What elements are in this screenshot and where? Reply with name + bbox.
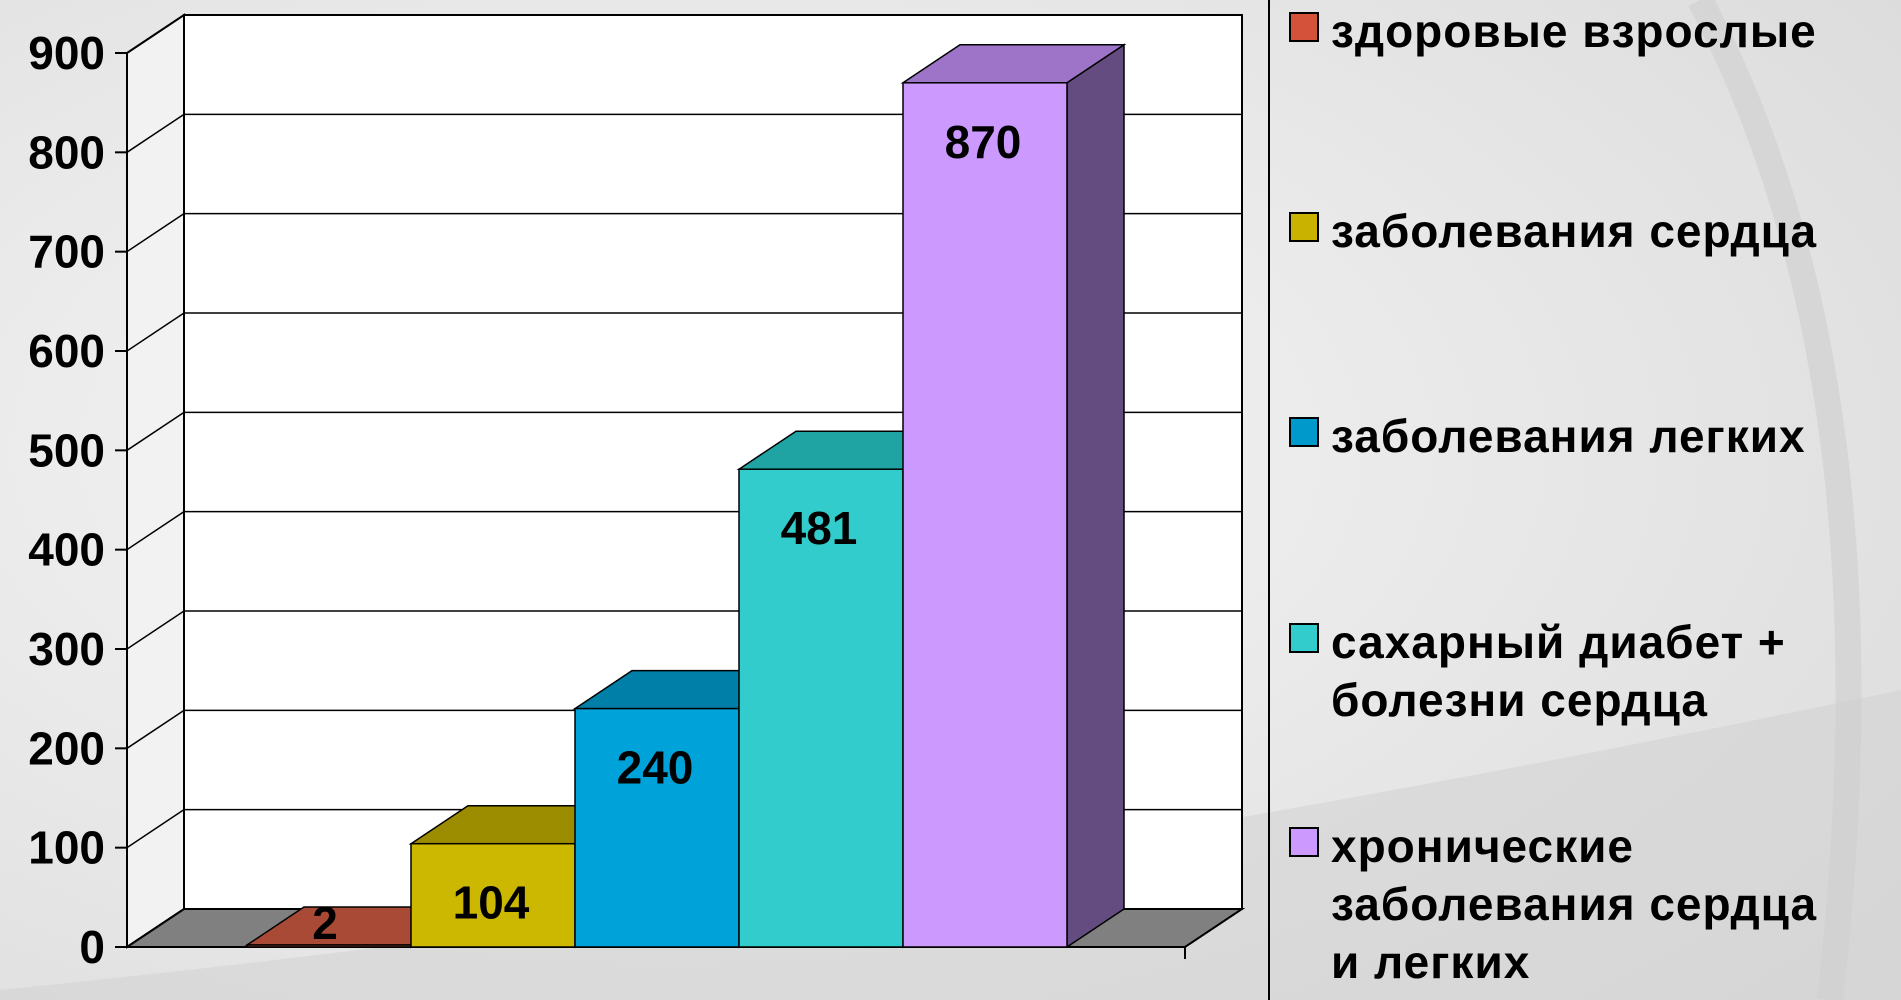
legend-divider <box>1268 0 1270 1000</box>
y-tick-label: 700 <box>28 226 105 278</box>
legend-label: заболевания легких <box>1331 410 1806 462</box>
gridline-diagonal <box>126 411 185 451</box>
legend-item: хронические заболевания сердца и легких <box>1289 817 1817 991</box>
data-label: 481 <box>781 502 858 554</box>
y-tick-label: 900 <box>28 27 105 79</box>
legend-swatch <box>1289 827 1319 857</box>
gridline-diagonal <box>126 113 185 153</box>
legend-item: заболевания легких <box>1289 407 1806 465</box>
data-labels: 2 104 240 481 870 <box>312 116 1021 949</box>
bar-front <box>738 468 904 948</box>
bar-front <box>410 842 576 948</box>
y-tick-label: 800 <box>28 126 105 178</box>
legend-swatch <box>1289 417 1319 447</box>
legend-swatch <box>1289 12 1319 42</box>
gridline-diagonal <box>126 809 185 849</box>
legend-swatch <box>1289 623 1319 653</box>
gridline-diagonal <box>126 312 185 352</box>
legend-label: сахарный диабет + болезни сердца <box>1331 616 1786 726</box>
data-label: 870 <box>945 116 1022 168</box>
gridline-diagonal <box>126 14 185 54</box>
y-tick-label: 300 <box>28 623 105 675</box>
bar-front <box>902 82 1068 948</box>
y-tick-label: 600 <box>28 325 105 377</box>
legend: здоровые взрослые заболевания сердца заб… <box>1289 0 1901 1000</box>
legend-item: здоровые взрослые <box>1289 2 1817 60</box>
gridline-diagonal <box>126 610 185 650</box>
bar-chart: 0 100 200 300 400 500 600 700 800 900 2 104 240 481 8… <box>28 13 1246 973</box>
bar <box>900 43 1127 949</box>
legend-label: заболевания сердца <box>1331 205 1818 257</box>
y-tick-label: 500 <box>28 424 105 476</box>
y-tick-label: 100 <box>28 822 105 874</box>
y-tick-label: 400 <box>28 524 105 576</box>
data-label: 2 <box>312 897 338 949</box>
bar-side <box>1066 43 1125 949</box>
bars <box>244 43 1127 949</box>
legend-label: хронические заболевания сердца и легких <box>1331 820 1818 988</box>
side-wall <box>126 13 185 949</box>
legend-item: заболевания сердца <box>1289 202 1817 260</box>
gridline-diagonal <box>126 709 185 749</box>
legend-swatch <box>1289 212 1319 242</box>
y-tick-label: 0 <box>79 921 105 973</box>
y-axis: 0 100 200 300 400 500 600 700 800 900 <box>28 27 128 973</box>
data-label: 240 <box>617 742 694 794</box>
y-tick-label: 200 <box>28 722 105 774</box>
gridline-diagonal <box>126 511 185 551</box>
legend-label: здоровые взрослые <box>1331 5 1817 57</box>
legend-item: сахарный диабет + болезни сердца <box>1289 613 1786 729</box>
gridline-diagonal <box>126 213 185 253</box>
data-label: 104 <box>453 877 530 929</box>
